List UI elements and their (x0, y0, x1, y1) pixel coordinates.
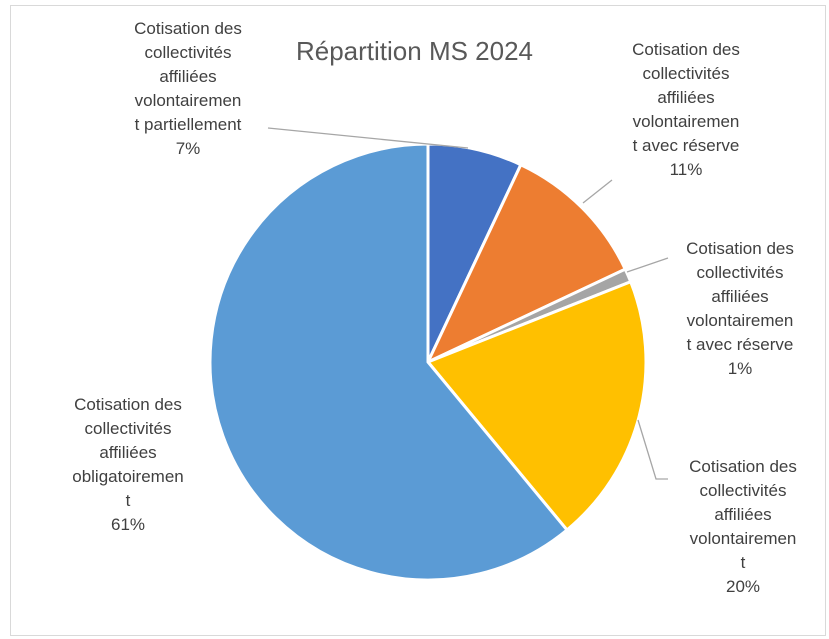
category-label: Cotisation des collectivités affiliées v… (689, 457, 797, 572)
value-label: 7% (175, 139, 201, 158)
chart-title: Répartition MS 2024 (295, 36, 534, 66)
category-label: Cotisation des collectivités affiliées v… (686, 239, 794, 354)
value-label: 1% (727, 359, 753, 378)
leader-line (582, 179, 613, 204)
data-label: Cotisation des collectivités affiliées v… (596, 38, 776, 182)
pie-slice (424, 162, 628, 366)
leader-line (267, 127, 469, 149)
data-label: Cotisation des collectivités affiliées v… (650, 237, 829, 381)
leader-line (626, 257, 669, 273)
value-label: 11% (669, 160, 703, 179)
pie-slice (208, 142, 570, 582)
value-label: 20% (725, 577, 761, 596)
category-label: Cotisation des collectivités affiliées v… (632, 40, 740, 155)
category-label: Cotisation des collectivités affiliées o… (72, 395, 184, 510)
leader-line (637, 419, 668, 480)
data-label: Cotisation des collectivités affiliées v… (653, 455, 829, 599)
data-label: Cotisation des collectivités affiliées o… (38, 393, 218, 537)
pie-slice (425, 279, 648, 533)
value-label: 61% (110, 515, 146, 534)
data-label: Cotisation des collectivités affiliées v… (98, 17, 278, 161)
category-label: Cotisation des collectivités affiliées v… (134, 19, 242, 134)
